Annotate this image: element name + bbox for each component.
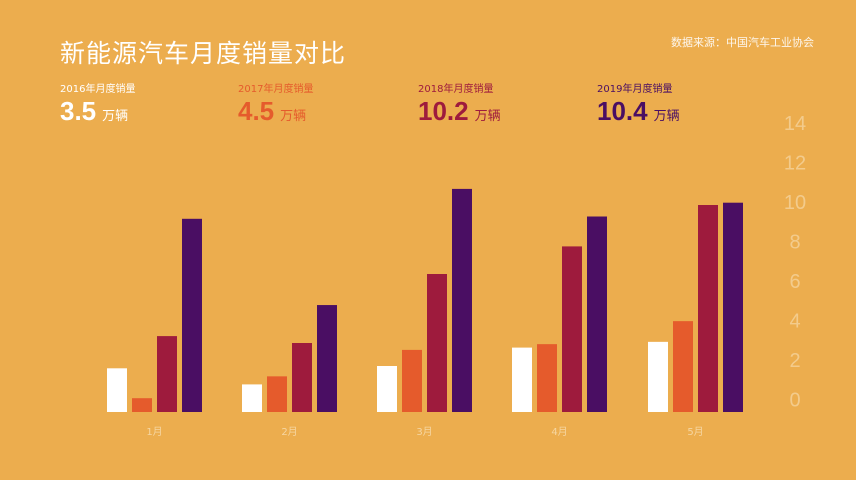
bar-2018-4 bbox=[562, 246, 582, 412]
bar-2017-2 bbox=[267, 376, 287, 412]
bar-2016-3 bbox=[377, 366, 397, 412]
stat-2016: 2016年月度销量 3.5 万辆 bbox=[60, 84, 135, 131]
y-tick-label: 2 bbox=[789, 350, 800, 372]
bar-2018-1 bbox=[157, 336, 177, 412]
x-tick-label: 5月 bbox=[687, 426, 703, 438]
bar-2017-3 bbox=[402, 349, 422, 412]
y-tick-label: 12 bbox=[784, 153, 806, 175]
y-tick-label: 14 bbox=[784, 113, 806, 135]
y-tick-label: 4 bbox=[789, 311, 800, 333]
stat-2018-value: 10.2 bbox=[418, 96, 469, 126]
bar-2019-2 bbox=[317, 305, 337, 412]
bar-2019-5 bbox=[723, 202, 743, 412]
stat-2019-label: 2019年月度销量 bbox=[597, 84, 673, 95]
bar-2017-5 bbox=[673, 321, 693, 412]
stat-2017: 2017年月度销量 4.5 万辆 bbox=[238, 84, 313, 131]
bar-2016-5 bbox=[648, 341, 668, 412]
y-tick-label: 8 bbox=[789, 232, 800, 254]
stat-2018-unit: 万辆 bbox=[474, 108, 501, 123]
data-source: 数据来源：中国汽车工业协会 bbox=[671, 36, 814, 49]
bar-2018-3 bbox=[427, 274, 447, 412]
stat-2018: 2018年月度销量 10.2 万辆 bbox=[418, 84, 501, 131]
stat-2016-value: 3.5 bbox=[60, 96, 97, 126]
bar-2018-2 bbox=[292, 343, 312, 412]
bar-2018-5 bbox=[698, 205, 718, 412]
stat-2019-unit: 万辆 bbox=[653, 108, 680, 123]
bar-2016-4 bbox=[512, 347, 532, 412]
x-tick-label: 3月 bbox=[416, 426, 432, 438]
bar-2019-3 bbox=[452, 188, 472, 412]
stat-2016-unit: 万辆 bbox=[102, 108, 129, 123]
bar-2017-1 bbox=[132, 398, 152, 412]
bar-2017-4 bbox=[537, 344, 557, 412]
x-tick-label: 2月 bbox=[281, 426, 297, 438]
bar-2016-2 bbox=[242, 384, 262, 412]
chart-title: 新能源汽车月度销量对比 bbox=[60, 39, 347, 68]
bar-2016-1 bbox=[107, 368, 127, 412]
y-tick-label: 10 bbox=[784, 192, 806, 214]
stat-2017-unit: 万辆 bbox=[280, 108, 307, 123]
stat-2018-label: 2018年月度销量 bbox=[418, 84, 494, 95]
stat-2016-label: 2016年月度销量 bbox=[60, 84, 136, 95]
stat-2019-value: 10.4 bbox=[597, 96, 648, 126]
bar-2019-1 bbox=[182, 218, 202, 412]
x-tick-label: 1月 bbox=[146, 426, 162, 438]
bar-2019-4 bbox=[587, 216, 607, 412]
y-tick-label: 0 bbox=[789, 390, 800, 412]
stat-2017-value: 4.5 bbox=[238, 96, 275, 126]
stat-2017-label: 2017年月度销量 bbox=[238, 84, 314, 95]
stat-2019: 2019年月度销量 10.4 万辆 bbox=[597, 84, 680, 131]
x-tick-label: 4月 bbox=[551, 426, 567, 438]
y-tick-label: 6 bbox=[789, 271, 800, 293]
